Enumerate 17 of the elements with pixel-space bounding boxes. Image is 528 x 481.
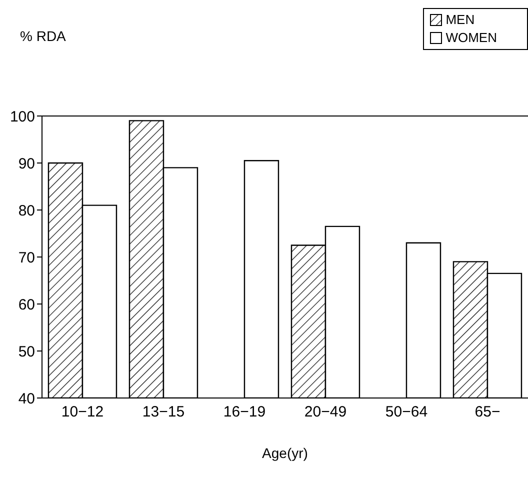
x-axis-title: Age(yr) <box>262 445 308 461</box>
y-tick-label: 50 <box>18 343 35 360</box>
y-tick-label: 60 <box>18 296 35 314</box>
y-axis-title: % RDA <box>20 28 66 44</box>
x-tick-label: 10−12 <box>61 404 104 421</box>
x-tick-label: 20−49 <box>304 404 347 421</box>
x-tick-label: 16−19 <box>223 404 266 421</box>
x-tick-label: 13−15 <box>142 404 185 421</box>
x-tick-label: 65− <box>474 404 500 421</box>
y-tick-label: 70 <box>18 249 35 266</box>
x-tick-label: 50−64 <box>385 404 428 421</box>
y-tick-label: 80 <box>18 202 35 220</box>
legend-label: WOMEN <box>446 29 497 47</box>
y-tick-label: 40 <box>18 390 35 408</box>
legend-label: MEN <box>446 11 475 29</box>
y-tick-label: 100 <box>10 108 35 126</box>
y-tick-label: 90 <box>18 155 35 172</box>
